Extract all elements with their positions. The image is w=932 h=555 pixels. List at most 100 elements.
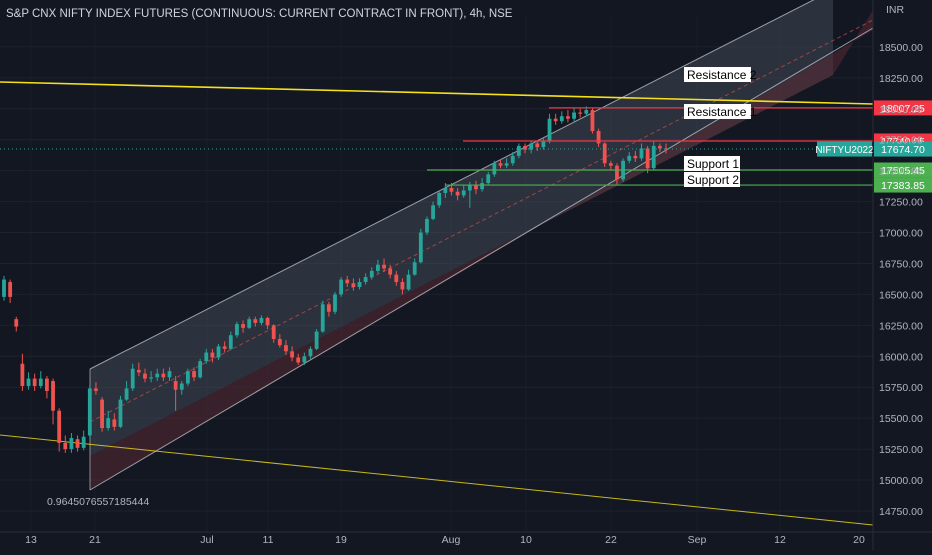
candle-body[interactable] bbox=[572, 112, 576, 119]
candle-body[interactable] bbox=[173, 381, 178, 390]
candle-body[interactable] bbox=[314, 331, 319, 349]
candle-body[interactable] bbox=[645, 148, 650, 169]
candle-body[interactable] bbox=[204, 352, 209, 362]
candle-body[interactable] bbox=[277, 338, 282, 346]
candle-body[interactable] bbox=[400, 282, 405, 290]
candle-body[interactable] bbox=[26, 378, 31, 386]
candle-body[interactable] bbox=[38, 378, 43, 386]
candle-body[interactable] bbox=[418, 232, 423, 263]
candle-body[interactable] bbox=[155, 373, 160, 378]
candle-body[interactable] bbox=[492, 163, 497, 175]
candle-body[interactable] bbox=[639, 148, 644, 159]
candle-body[interactable] bbox=[161, 373, 166, 378]
candle-body[interactable] bbox=[192, 371, 196, 378]
candle-body[interactable] bbox=[510, 155, 515, 164]
candle-body[interactable] bbox=[596, 131, 601, 144]
candle-body[interactable] bbox=[455, 191, 460, 196]
candle-body[interactable] bbox=[2, 279, 6, 297]
candle-body[interactable] bbox=[167, 371, 172, 378]
candle-body[interactable] bbox=[339, 279, 344, 295]
candle-body[interactable] bbox=[449, 188, 454, 192]
candle-body[interactable] bbox=[222, 346, 227, 349]
candle-body[interactable] bbox=[210, 352, 215, 358]
candle-body[interactable] bbox=[523, 145, 527, 150]
candle-body[interactable] bbox=[284, 345, 288, 352]
candle-body[interactable] bbox=[651, 145, 656, 169]
candle-body[interactable] bbox=[376, 264, 380, 271]
candle-body[interactable] bbox=[394, 274, 399, 283]
candle-body[interactable] bbox=[302, 356, 307, 363]
candle-body[interactable] bbox=[14, 319, 19, 327]
candle-body[interactable] bbox=[308, 348, 313, 357]
candle-body[interactable] bbox=[443, 188, 448, 193]
candle-body[interactable] bbox=[124, 388, 129, 400]
candle-body[interactable] bbox=[615, 165, 619, 180]
candle-body[interactable] bbox=[216, 346, 221, 358]
candle-body[interactable] bbox=[100, 399, 104, 429]
candle-body[interactable] bbox=[143, 373, 147, 379]
candle-body[interactable] bbox=[578, 112, 583, 114]
candle-body[interactable] bbox=[75, 439, 80, 448]
candle-body[interactable] bbox=[474, 185, 478, 190]
candle-body[interactable] bbox=[271, 325, 276, 339]
candle-body[interactable] bbox=[8, 282, 13, 297]
candle-body[interactable] bbox=[51, 381, 55, 411]
candle-body[interactable] bbox=[241, 324, 245, 328]
candle-body[interactable] bbox=[149, 377, 154, 379]
candle-body[interactable] bbox=[130, 368, 135, 389]
candle-body[interactable] bbox=[566, 116, 570, 119]
candle-body[interactable] bbox=[516, 145, 521, 156]
candle-body[interactable] bbox=[118, 399, 123, 427]
candle-body[interactable] bbox=[480, 183, 485, 190]
candle-body[interactable] bbox=[529, 143, 534, 150]
candle-body[interactable] bbox=[69, 437, 74, 450]
candle-body[interactable] bbox=[584, 110, 589, 114]
candle-body[interactable] bbox=[320, 304, 325, 332]
candle-body[interactable] bbox=[627, 155, 632, 161]
candle-body[interactable] bbox=[351, 283, 356, 287]
candle-body[interactable] bbox=[388, 268, 393, 275]
candle-body[interactable] bbox=[106, 418, 111, 429]
candle-body[interactable] bbox=[235, 324, 239, 336]
candle-body[interactable] bbox=[504, 163, 509, 166]
candle-body[interactable] bbox=[547, 118, 552, 141]
candle-body[interactable] bbox=[486, 174, 491, 184]
candle-body[interactable] bbox=[406, 274, 411, 290]
candle-body[interactable] bbox=[608, 163, 613, 166]
candle-body[interactable] bbox=[63, 442, 68, 450]
candle-body[interactable] bbox=[290, 351, 294, 358]
candle-body[interactable] bbox=[590, 110, 595, 132]
candle-body[interactable] bbox=[247, 319, 252, 328]
candle-body[interactable] bbox=[87, 388, 92, 436]
candle-body[interactable] bbox=[467, 185, 472, 191]
candle-body[interactable] bbox=[57, 410, 62, 443]
candle-body[interactable] bbox=[198, 361, 203, 378]
candle-body[interactable] bbox=[81, 436, 86, 448]
candle-body[interactable] bbox=[498, 163, 503, 166]
candle-body[interactable] bbox=[541, 140, 546, 148]
candle-body[interactable] bbox=[559, 116, 564, 122]
candle-body[interactable] bbox=[265, 317, 270, 326]
candle-body[interactable] bbox=[136, 369, 141, 373]
candle-body[interactable] bbox=[535, 143, 540, 148]
candle-body[interactable] bbox=[633, 155, 638, 159]
candle-body[interactable] bbox=[461, 190, 466, 196]
candle-body[interactable] bbox=[259, 317, 264, 323]
candle-body[interactable] bbox=[363, 277, 368, 283]
candle-body[interactable] bbox=[32, 378, 37, 386]
candle-layer[interactable] bbox=[2, 106, 668, 453]
candle-body[interactable] bbox=[437, 192, 442, 206]
candle-body[interactable] bbox=[179, 383, 184, 390]
candle-body[interactable] bbox=[326, 304, 331, 312]
candle-body[interactable] bbox=[357, 282, 362, 287]
candle-body[interactable] bbox=[20, 363, 25, 386]
long-term-resistance-trendline[interactable] bbox=[0, 81, 874, 105]
candle-body[interactable] bbox=[553, 118, 558, 122]
candle-body[interactable] bbox=[657, 145, 662, 149]
candle-body[interactable] bbox=[382, 264, 386, 269]
candle-body[interactable] bbox=[664, 148, 668, 150]
candle-body[interactable] bbox=[412, 262, 417, 275]
candle-body[interactable] bbox=[228, 335, 233, 349]
candle-body[interactable] bbox=[296, 357, 301, 363]
candle-body[interactable] bbox=[369, 270, 374, 278]
